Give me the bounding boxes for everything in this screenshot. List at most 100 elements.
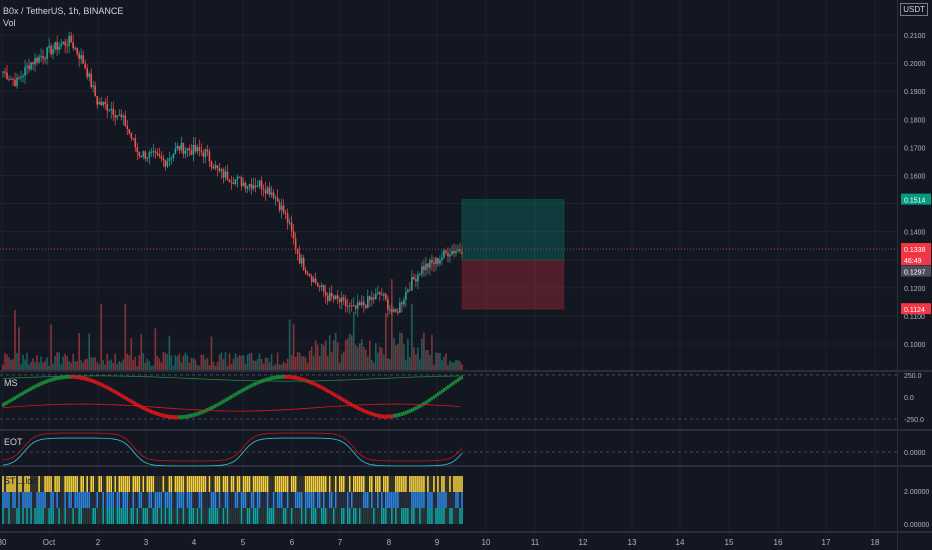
- ms-ribbon-dot: [230, 394, 233, 399]
- bottom-bar-blue: [144, 492, 147, 508]
- candle-body: [282, 205, 285, 213]
- bottom-indicator-label[interactable]: ST ...loc: [4, 476, 37, 486]
- bottom-bar-blue: [164, 492, 167, 508]
- bottom-bar-yellow: [262, 476, 265, 492]
- ms-ribbon-dot: [386, 414, 389, 419]
- ms-ribbon-dot: [142, 405, 145, 410]
- ms-ribbon-dot: [423, 401, 425, 406]
- bottom-bar-yellow: [459, 476, 461, 492]
- bottom-bar-teal: [172, 508, 175, 524]
- bottom-bar-blue: [218, 492, 221, 508]
- bottom-bar-teal: [92, 508, 94, 524]
- volume-bar: [411, 303, 413, 370]
- time-axis-label: 11: [531, 538, 540, 547]
- ms-ribbon-dot: [360, 407, 363, 412]
- candle-body: [130, 133, 133, 139]
- ms-ribbon-dot: [96, 380, 99, 385]
- bottom-bar-blue: [411, 492, 413, 508]
- volume-bar: [24, 359, 26, 370]
- bottom-bar-teal: [168, 508, 171, 524]
- bottom-bar-blue: [342, 492, 345, 508]
- price-tag-label: 0.1338: [904, 247, 926, 254]
- bottom-bar-teal: [427, 508, 429, 524]
- bottom-bar-blue: [6, 492, 8, 508]
- bottom-bar-yellow: [16, 476, 18, 492]
- candle-body: [232, 182, 235, 185]
- bottom-bar-yellow: [154, 476, 157, 492]
- bottom-bar-blue: [64, 492, 66, 508]
- bottom-bar-blue: [427, 492, 429, 508]
- ms-ribbon-dot: [226, 397, 229, 402]
- candle-body: [419, 274, 421, 276]
- volume-bar: [184, 352, 187, 370]
- price-tick: 0.1200: [904, 286, 926, 293]
- volume-bar: [340, 353, 343, 370]
- ms-ribbon-dot: [384, 414, 387, 419]
- volume-bar: [375, 343, 377, 370]
- ms-ribbon-dot: [128, 398, 131, 403]
- bottom-bar-teal: [150, 508, 153, 524]
- candle-body: [84, 63, 86, 69]
- bottom-bar-blue: [246, 492, 249, 508]
- bottom-bar-yellow: [168, 476, 171, 492]
- candle-body: [92, 85, 94, 87]
- bottom-bar-teal: [413, 508, 415, 524]
- bottom-bar-blue: [56, 492, 58, 508]
- currency-button[interactable]: USDT: [900, 3, 928, 16]
- candle-body: [34, 57, 36, 65]
- bottom-bar-yellow: [250, 476, 253, 492]
- ms-ribbon-dot: [102, 383, 105, 388]
- eot-indicator-label[interactable]: EOT: [4, 437, 23, 447]
- ms-ribbon-dot: [425, 400, 427, 405]
- bottom-bar-yellow: [32, 476, 34, 492]
- bottom-bar-blue: [30, 492, 32, 508]
- bottom-bar-blue: [274, 492, 277, 508]
- bottom-bar-yellow: [385, 476, 387, 492]
- bottom-bar-yellow: [344, 476, 347, 492]
- bottom-bar-yellow: [166, 476, 169, 492]
- bottom-bar-teal: [186, 508, 189, 524]
- bottom-bar-yellow: [441, 476, 443, 492]
- candle-body: [150, 151, 153, 153]
- candle-body: [176, 145, 179, 149]
- volume-bar: [106, 353, 109, 370]
- bottom-bar-teal: [379, 508, 381, 524]
- volume-bar: [90, 357, 92, 370]
- bottom-bar-teal: [431, 508, 433, 524]
- bottom-bar-yellow: [42, 476, 44, 492]
- bottom-bar-yellow: [190, 476, 193, 492]
- candle-body: [94, 85, 97, 97]
- candle-body: [118, 114, 121, 116]
- bottom-bar-teal: [214, 508, 217, 524]
- volume-bar: [130, 338, 133, 370]
- ms-indicator-label[interactable]: MS: [4, 378, 18, 388]
- bottom-bar-blue: [40, 492, 42, 508]
- bottom-bar-teal: [236, 508, 239, 524]
- bottom-bar-yellow: [224, 476, 227, 492]
- volume-bar: [48, 365, 50, 370]
- bottom-bar-yellow: [360, 476, 363, 492]
- candle-body: [385, 293, 387, 299]
- bottom-bar-yellow: [336, 476, 339, 492]
- symbol-title: B0x / TetherUS, 1h, BINANCE: [3, 6, 124, 16]
- ms-ribbon-dot: [114, 389, 117, 394]
- volume-bar: [204, 359, 207, 370]
- ms-ribbon-dot: [130, 399, 133, 404]
- ms-ribbon-dot: [80, 375, 83, 380]
- candle-body: [86, 68, 88, 78]
- candle-body: [441, 257, 443, 261]
- candle-body: [30, 62, 32, 70]
- ms-ribbon-dot: [374, 413, 377, 418]
- candle-body: [262, 189, 265, 191]
- bottom-bar-teal: [174, 508, 177, 524]
- volume-bar: [338, 363, 341, 370]
- ms-ribbon-dot: [316, 383, 319, 388]
- bottom-bar-teal: [198, 508, 201, 524]
- candle-body: [294, 238, 297, 249]
- volume-bar: [74, 361, 76, 370]
- bottom-bar-yellow: [146, 476, 149, 492]
- ms-ribbon-dot: [160, 413, 163, 418]
- bottom-bar-yellow: [72, 476, 74, 492]
- candle-body: [447, 252, 449, 257]
